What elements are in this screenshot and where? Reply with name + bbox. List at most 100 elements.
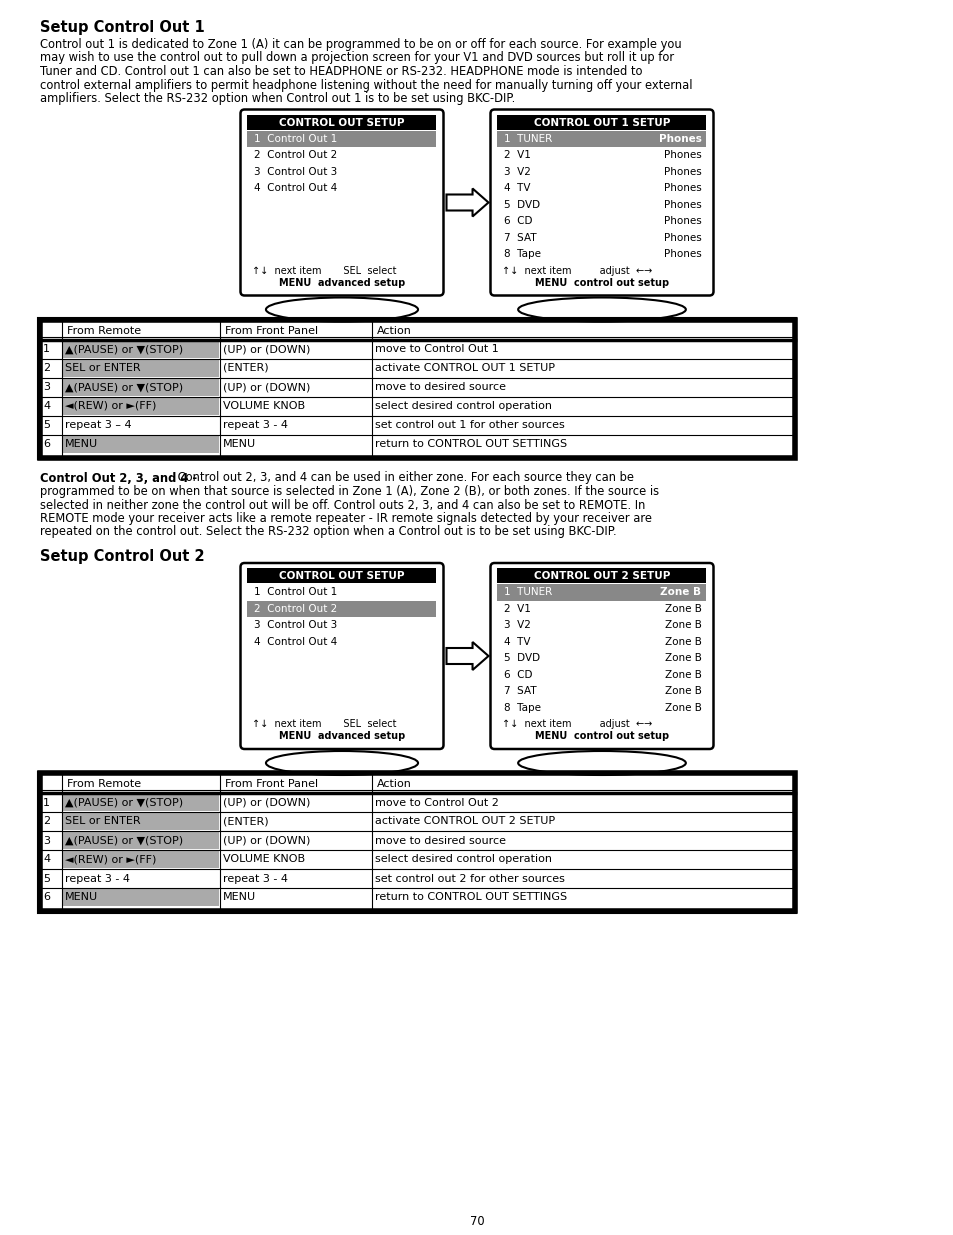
Text: 5: 5 — [43, 420, 50, 430]
Text: 3  Control Out 3: 3 Control Out 3 — [254, 620, 337, 630]
Bar — [63, 889, 219, 906]
Bar — [40, 320, 794, 457]
Text: From Front Panel: From Front Panel — [225, 779, 317, 789]
Text: 2  V1: 2 V1 — [504, 604, 531, 614]
Text: activate CONTROL OUT 2 SETUP: activate CONTROL OUT 2 SETUP — [375, 816, 555, 826]
Text: MENU  advanced setup: MENU advanced setup — [278, 278, 405, 288]
Polygon shape — [446, 642, 488, 671]
Text: 7  SAT: 7 SAT — [504, 687, 537, 697]
FancyBboxPatch shape — [490, 110, 713, 295]
Text: 4: 4 — [43, 401, 51, 411]
Text: (ENTER): (ENTER) — [223, 816, 269, 826]
Bar — [63, 398, 219, 415]
Text: ◄(REW) or ►(FF): ◄(REW) or ►(FF) — [65, 401, 156, 411]
Text: VOLUME KNOB: VOLUME KNOB — [223, 401, 305, 411]
Text: return to CONTROL OUT SETTINGS: return to CONTROL OUT SETTINGS — [375, 893, 566, 903]
Text: Zone B: Zone B — [664, 669, 700, 679]
Text: set control out 2 for other sources: set control out 2 for other sources — [375, 873, 564, 883]
Bar — [40, 320, 794, 457]
Bar — [63, 832, 219, 848]
Text: MENU: MENU — [65, 893, 98, 903]
Text: (UP) or (DOWN): (UP) or (DOWN) — [223, 836, 310, 846]
Text: Control out 2, 3, and 4 can be used in either zone. For each source they can be: Control out 2, 3, and 4 can be used in e… — [173, 472, 633, 484]
Text: 3: 3 — [43, 382, 50, 391]
Text: 5: 5 — [43, 873, 50, 883]
Bar — [247, 115, 436, 130]
Text: Phones: Phones — [663, 216, 700, 226]
Text: repeat 3 - 4: repeat 3 - 4 — [223, 420, 288, 430]
Text: (UP) or (DOWN): (UP) or (DOWN) — [223, 382, 310, 391]
Text: MENU  control out setup: MENU control out setup — [535, 278, 668, 288]
Text: ↑↓  next item       SEL  select: ↑↓ next item SEL select — [253, 266, 396, 275]
Text: repeated on the control out. Select the RS-232 option when a Control out is to b: repeated on the control out. Select the … — [40, 526, 616, 538]
Text: From Front Panel: From Front Panel — [225, 326, 317, 336]
Text: repeat 3 - 4: repeat 3 - 4 — [223, 873, 288, 883]
Text: 6: 6 — [43, 438, 50, 450]
Text: select desired control operation: select desired control operation — [375, 401, 552, 411]
FancyBboxPatch shape — [240, 110, 443, 295]
Bar — [40, 773, 794, 911]
Text: (ENTER): (ENTER) — [223, 363, 269, 373]
Text: Action: Action — [376, 326, 412, 336]
Text: MENU: MENU — [223, 893, 255, 903]
Text: VOLUME KNOB: VOLUME KNOB — [223, 855, 305, 864]
Text: Tuner and CD. Control out 1 can also be set to HEADPHONE or RS-232. HEADPHONE mo: Tuner and CD. Control out 1 can also be … — [40, 65, 641, 78]
Bar — [63, 359, 219, 377]
Ellipse shape — [266, 751, 417, 776]
Text: ↑↓  next item         adjust  ←→: ↑↓ next item adjust ←→ — [502, 266, 652, 275]
Text: 8  Tape: 8 Tape — [504, 703, 541, 713]
Text: 2: 2 — [43, 363, 51, 373]
Text: 5  DVD: 5 DVD — [504, 200, 540, 210]
Text: 4  Control Out 4: 4 Control Out 4 — [254, 637, 337, 647]
Bar — [63, 378, 219, 395]
Text: selected in neither zone the control out will be off. Control outs 2, 3, and 4 c: selected in neither zone the control out… — [40, 499, 644, 511]
Text: Zone B: Zone B — [664, 604, 700, 614]
Text: 6  CD: 6 CD — [504, 216, 533, 226]
Text: activate CONTROL OUT 1 SETUP: activate CONTROL OUT 1 SETUP — [375, 363, 555, 373]
Text: 4  TV: 4 TV — [504, 183, 531, 193]
Ellipse shape — [517, 751, 685, 776]
Bar — [247, 131, 436, 147]
Text: 2: 2 — [43, 816, 51, 826]
Bar — [247, 568, 436, 583]
Text: MENU  control out setup: MENU control out setup — [535, 731, 668, 741]
Text: 4  Control Out 4: 4 Control Out 4 — [254, 183, 337, 193]
Text: From Remote: From Remote — [67, 326, 141, 336]
Text: (UP) or (DOWN): (UP) or (DOWN) — [223, 798, 310, 808]
Text: 1: 1 — [43, 345, 50, 354]
Bar — [63, 341, 219, 357]
Text: move to Control Out 2: move to Control Out 2 — [375, 798, 498, 808]
Bar — [247, 600, 436, 618]
Text: 1  TUNER: 1 TUNER — [504, 588, 552, 598]
Text: 8  Tape: 8 Tape — [504, 249, 541, 259]
Text: 3  Control Out 3: 3 Control Out 3 — [254, 167, 337, 177]
Text: SEL or ENTER: SEL or ENTER — [65, 816, 140, 826]
Text: 3  V2: 3 V2 — [504, 620, 531, 630]
Text: move to Control Out 1: move to Control Out 1 — [375, 345, 498, 354]
Bar — [497, 568, 706, 583]
Ellipse shape — [266, 298, 417, 321]
Bar — [38, 317, 796, 459]
Text: Zone B: Zone B — [664, 703, 700, 713]
Text: 4  TV: 4 TV — [504, 637, 531, 647]
FancyBboxPatch shape — [240, 563, 443, 748]
Text: 2  V1: 2 V1 — [504, 151, 531, 161]
Text: Phones: Phones — [663, 200, 700, 210]
Text: 3: 3 — [43, 836, 50, 846]
Text: Phones: Phones — [663, 167, 700, 177]
Text: REMOTE mode your receiver acts like a remote repeater - IR remote signals detect: REMOTE mode your receiver acts like a re… — [40, 513, 651, 525]
Text: repeat 3 – 4: repeat 3 – 4 — [65, 420, 132, 430]
Text: 6  CD: 6 CD — [504, 669, 533, 679]
Bar — [497, 115, 706, 130]
Text: 3  V2: 3 V2 — [504, 167, 531, 177]
Text: set control out 1 for other sources: set control out 1 for other sources — [375, 420, 564, 430]
Text: return to CONTROL OUT SETTINGS: return to CONTROL OUT SETTINGS — [375, 438, 566, 450]
Bar — [38, 772, 796, 913]
Text: Zone B: Zone B — [664, 687, 700, 697]
Text: 5  DVD: 5 DVD — [504, 653, 540, 663]
Text: 4: 4 — [43, 855, 51, 864]
Text: Zone B: Zone B — [664, 620, 700, 630]
Text: Control out 1 is dedicated to Zone 1 (A) it can be programmed to be on or off fo: Control out 1 is dedicated to Zone 1 (A)… — [40, 38, 680, 51]
Text: move to desired source: move to desired source — [375, 836, 505, 846]
Text: Phones: Phones — [658, 133, 700, 143]
